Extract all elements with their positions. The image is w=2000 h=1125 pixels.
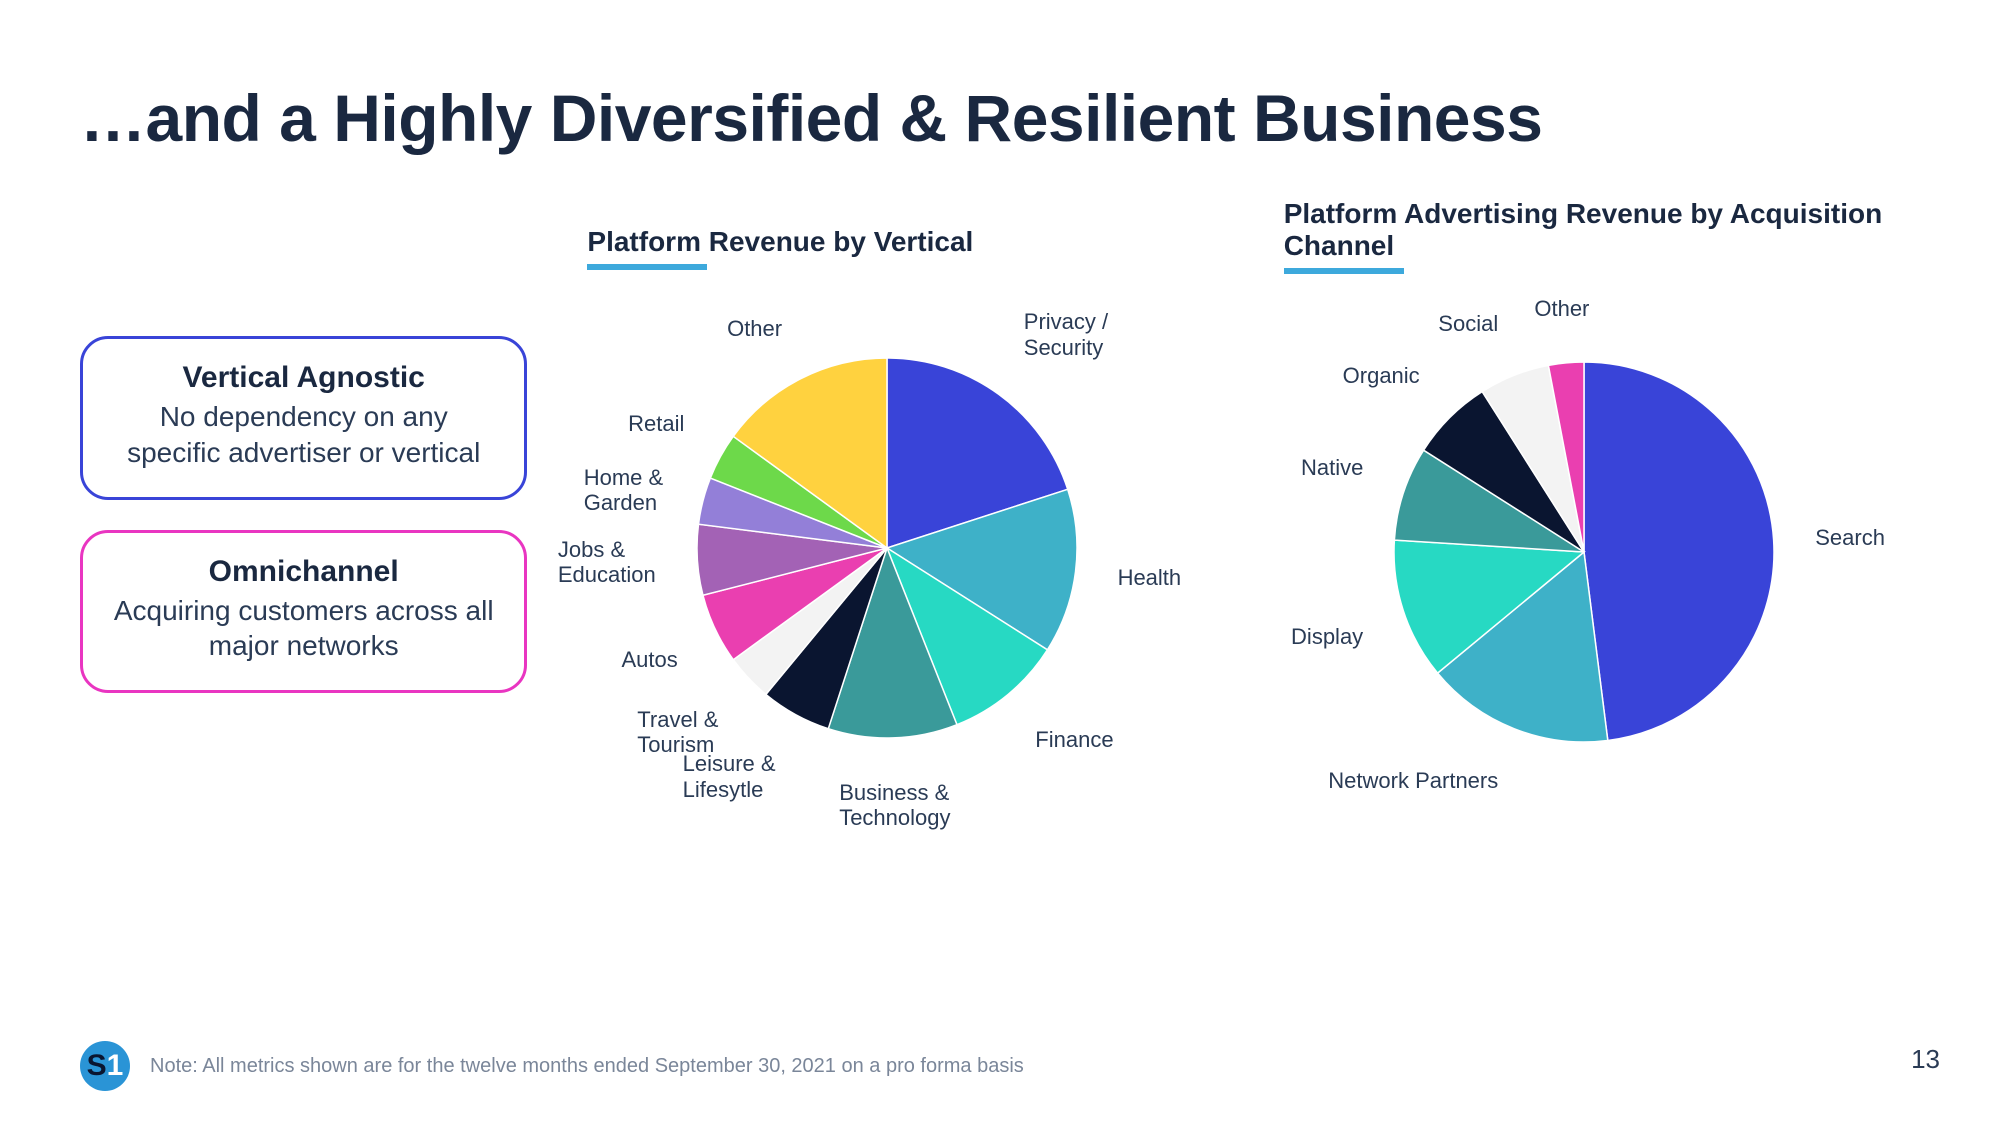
callout-body: No dependency on any specific advertiser… xyxy=(111,399,496,471)
slide: …and a Highly Diversified & Resilient Bu… xyxy=(0,0,2000,1125)
slice-label: Retail xyxy=(628,411,684,436)
chart-underline xyxy=(587,264,707,270)
logo-s: S xyxy=(87,1049,107,1083)
slice-label: Native xyxy=(1301,455,1363,480)
chart-title: Platform Advertising Revenue by Acquisit… xyxy=(1284,198,1920,262)
slice-label: Home &Garden xyxy=(584,465,663,516)
slice-label: Other xyxy=(727,316,782,341)
slice-label: Business &Technology xyxy=(839,780,950,831)
pie-slice xyxy=(1584,362,1774,741)
page-number: 13 xyxy=(1911,1044,1940,1075)
logo-one: 1 xyxy=(107,1049,124,1083)
pie-svg xyxy=(697,358,1077,738)
slice-label: Social xyxy=(1438,311,1498,336)
callout-head: Omnichannel xyxy=(111,555,496,589)
pie-chart-channel: SearchNetwork PartnersDisplayNativeOrgan… xyxy=(1284,292,1884,812)
callout-body: Acquiring customers across all major net… xyxy=(111,593,496,665)
slice-label: Privacy /Security xyxy=(1024,309,1108,360)
content-row: Vertical Agnostic No dependency on any s… xyxy=(80,226,1920,812)
logo-icon: S1 xyxy=(80,1041,130,1091)
slice-label: Other xyxy=(1534,296,1589,321)
footnote-text: Note: All metrics shown are for the twel… xyxy=(150,1055,1024,1078)
callout-vertical-agnostic: Vertical Agnostic No dependency on any s… xyxy=(80,336,527,500)
slice-label: Display xyxy=(1291,624,1363,649)
chart-vertical: Platform Revenue by Vertical Privacy /Se… xyxy=(587,226,1223,808)
pie-svg xyxy=(1394,362,1774,742)
chart-channel: Platform Advertising Revenue by Acquisit… xyxy=(1284,198,1920,812)
callout-omnichannel: Omnichannel Acquiring customers across a… xyxy=(80,530,527,694)
pie-chart-vertical: Privacy /SecurityHealthFinanceBusiness &… xyxy=(587,288,1187,808)
slice-label: Network Partners xyxy=(1328,768,1498,793)
slice-label: Leisure &Lifesytle xyxy=(683,751,776,802)
callouts-column: Vertical Agnostic No dependency on any s… xyxy=(80,336,527,693)
slice-label: Search xyxy=(1815,525,1885,550)
footer: S1 Note: All metrics shown are for the t… xyxy=(80,1041,1024,1091)
slice-label: Jobs &Education xyxy=(558,537,656,588)
slice-label: Autos xyxy=(621,647,677,672)
slide-title: …and a Highly Diversified & Resilient Bu… xyxy=(80,80,1920,156)
callout-head: Vertical Agnostic xyxy=(111,361,496,395)
slice-label: Health xyxy=(1118,565,1182,590)
chart-title: Platform Revenue by Vertical xyxy=(587,226,1223,258)
chart-underline xyxy=(1284,268,1404,274)
